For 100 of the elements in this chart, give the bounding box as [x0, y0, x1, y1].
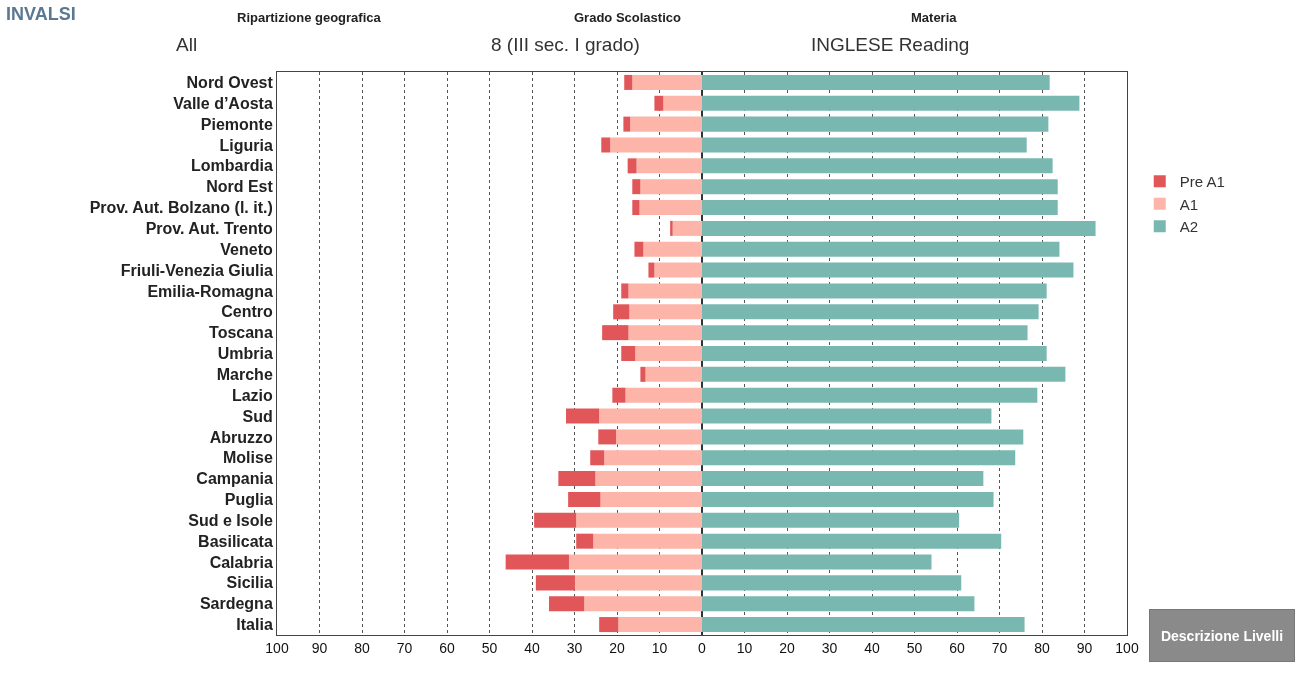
legend-label: A1	[1179, 195, 1199, 213]
x-tick-label: 90	[311, 639, 328, 656]
bar	[702, 366, 1066, 382]
x-tick-label: 30	[566, 639, 583, 656]
bar	[648, 262, 655, 278]
text: INGLESE Reading	[811, 34, 970, 55]
y-tick-label: Veneto	[220, 240, 274, 258]
bar	[604, 450, 702, 466]
bar	[618, 617, 702, 633]
y-tick-label: Molise	[223, 449, 273, 467]
bar	[702, 179, 1058, 195]
bar	[702, 158, 1053, 174]
bar	[624, 74, 633, 90]
button: Descrizione Livelli	[1149, 609, 1295, 662]
bar	[702, 283, 1047, 299]
y-tick-label: Calabria	[209, 553, 273, 571]
bar	[702, 137, 1027, 153]
y-tick-label: Sardegna	[199, 595, 273, 613]
x-tick-label: 10	[651, 639, 668, 656]
bar	[636, 158, 702, 174]
bar	[632, 74, 702, 90]
bar	[600, 491, 702, 507]
x-tick-label: 70	[396, 639, 413, 656]
bar	[635, 345, 702, 362]
bar	[598, 429, 617, 445]
bar	[602, 325, 629, 341]
x-tick-label: 100	[265, 639, 289, 656]
bar	[621, 283, 629, 299]
y-tick-label: Puglia	[224, 491, 273, 509]
x-tick-label: 50	[481, 639, 498, 656]
text: All	[176, 34, 198, 55]
x-tick-label: 40	[524, 639, 540, 656]
bar	[534, 512, 577, 528]
text: INVALSI	[6, 4, 76, 24]
bar	[632, 179, 641, 195]
y-tick-label: Lazio	[231, 386, 274, 404]
y-tick-label: Valle d’Aosta	[173, 94, 273, 112]
y-tick-label: Lombardia	[191, 157, 273, 175]
bar	[632, 200, 640, 216]
bar	[672, 220, 702, 236]
y-tick-label: Sud	[242, 407, 273, 425]
y-tick-label: Toscana	[209, 324, 273, 342]
bar	[654, 262, 702, 278]
bar	[663, 95, 702, 111]
bar	[599, 408, 702, 424]
x-tick-label: 20	[609, 639, 625, 656]
bar	[627, 158, 637, 174]
bar	[630, 116, 702, 132]
bar	[599, 617, 619, 633]
y-tick-label: Nord Ovest	[186, 74, 274, 92]
x-tick-label: 0	[698, 639, 707, 656]
bar	[702, 617, 1025, 633]
bar	[568, 554, 702, 570]
bar	[634, 241, 644, 257]
bar	[628, 325, 702, 341]
x-tick-label: 30	[821, 639, 838, 656]
bar	[670, 220, 673, 236]
bar	[568, 491, 601, 507]
legend-label: Pre A1	[1179, 173, 1225, 190]
x-tick-label: 10	[736, 639, 753, 656]
text: 8 (III sec. I grado)	[491, 34, 640, 55]
bar	[629, 304, 702, 320]
bar	[613, 304, 630, 320]
y-tick-label: Centro	[221, 303, 274, 321]
x-tick-label: 60	[949, 639, 965, 656]
bar	[595, 471, 702, 487]
bar	[654, 95, 664, 111]
bar	[645, 366, 702, 382]
y-tick-label: Umbria	[217, 345, 273, 363]
bar	[628, 283, 702, 299]
bar	[535, 575, 575, 591]
bar	[640, 179, 702, 195]
bar	[702, 304, 1039, 320]
y-tick-label: Sicilia	[226, 574, 273, 592]
x-tick-label: 80	[354, 639, 370, 656]
bar	[702, 554, 932, 570]
x-tick-label: 60	[439, 639, 455, 656]
bar	[593, 533, 702, 549]
bar	[616, 429, 702, 445]
bar	[623, 116, 631, 132]
bar	[702, 200, 1058, 216]
bar	[558, 471, 596, 487]
bar	[702, 491, 994, 507]
bar	[584, 596, 702, 612]
x-tick-label: 70	[991, 639, 1008, 656]
legend-label: A2	[1179, 217, 1199, 235]
bar	[702, 450, 1016, 466]
bar	[576, 512, 702, 528]
y-tick-label: Sud e Isole	[188, 511, 273, 529]
bar	[702, 74, 1050, 90]
bar	[566, 408, 600, 424]
x-tick-label: 50	[906, 639, 923, 656]
y-tick-label: Abruzzo	[209, 428, 274, 446]
y-tick-label: Campania	[196, 470, 273, 488]
text: Ripartizione geografica	[237, 10, 382, 25]
bar	[702, 533, 1002, 549]
bar	[702, 220, 1096, 236]
x-tick-label: 20	[779, 639, 795, 656]
y-tick-label: Italia	[236, 616, 273, 634]
bar	[610, 137, 702, 153]
